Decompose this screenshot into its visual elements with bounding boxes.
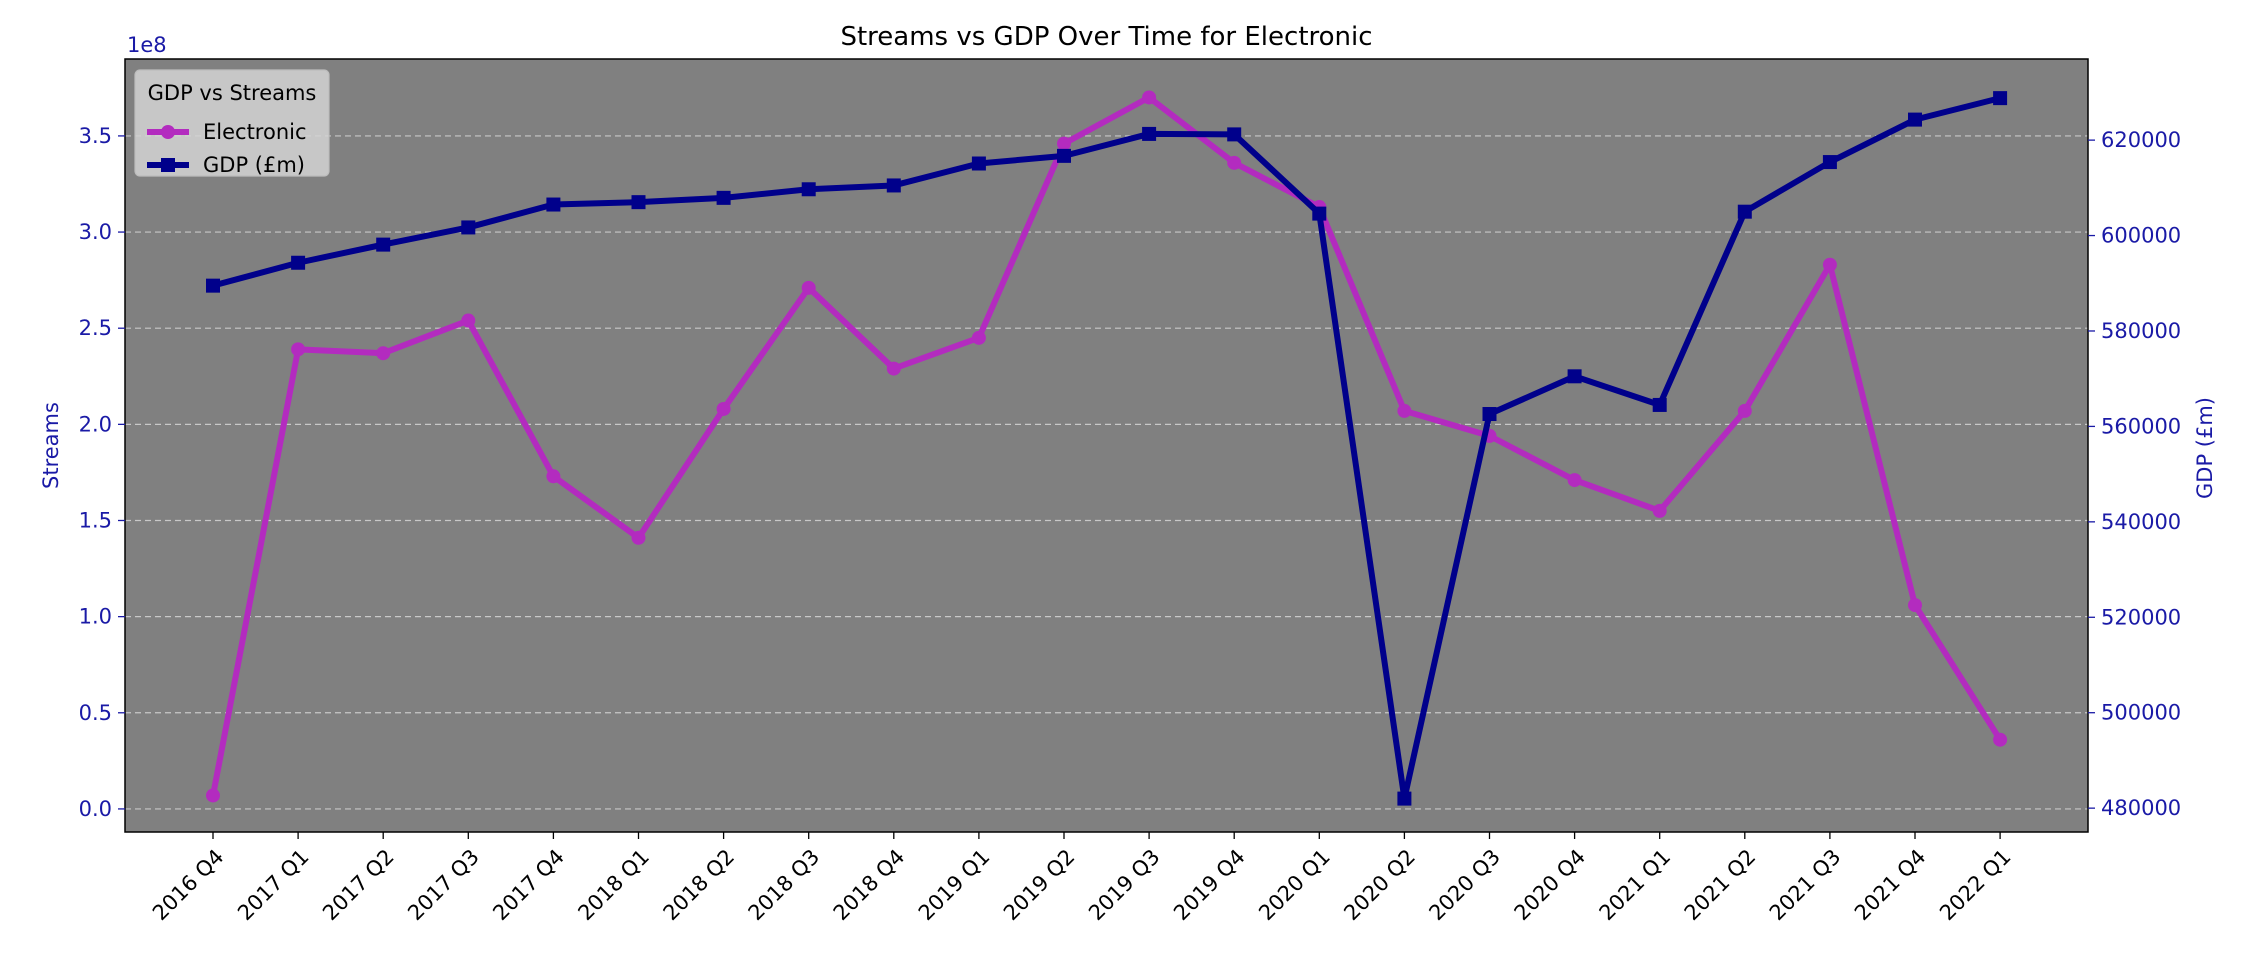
y-tick-label-left: 3.0 bbox=[79, 220, 112, 244]
y-tick-label-right: 540000 bbox=[2101, 510, 2181, 534]
data-point bbox=[291, 342, 306, 357]
legend-label: Electronic bbox=[203, 120, 307, 144]
legend: GDP vs Streams Electronic GDP (£m) bbox=[134, 69, 330, 177]
x-tick-label: 2020 Q1 bbox=[1254, 845, 1335, 926]
data-point bbox=[206, 788, 220, 803]
data-point bbox=[886, 178, 901, 193]
data-point bbox=[1057, 148, 1071, 163]
data-point bbox=[461, 313, 476, 328]
legend-box bbox=[134, 69, 330, 177]
data-point bbox=[1142, 126, 1157, 141]
x-tick-label: 2017 Q3 bbox=[403, 845, 484, 926]
data-point bbox=[631, 530, 646, 545]
x-tick-label: 2021 Q3 bbox=[1765, 845, 1846, 926]
legend-marker bbox=[161, 125, 175, 139]
y-tick-label-left: 2.0 bbox=[79, 412, 112, 436]
x-tick-label: 2018 Q3 bbox=[744, 845, 825, 926]
x-tick-label: 2016 Q4 bbox=[148, 845, 229, 926]
x-tick-label: 2020 Q2 bbox=[1339, 845, 1420, 926]
x-tick-label: 2021 Q4 bbox=[1850, 845, 1931, 926]
x-tick-label: 2020 Q3 bbox=[1424, 845, 1505, 926]
y-tick-label-left: 1.0 bbox=[79, 605, 112, 629]
chart-title: Streams vs GDP Over Time for Electronic bbox=[840, 22, 1372, 52]
data-point bbox=[546, 197, 561, 212]
data-point bbox=[1652, 503, 1667, 518]
data-point bbox=[1567, 369, 1582, 384]
data-point bbox=[1397, 791, 1412, 806]
data-point bbox=[1737, 204, 1752, 219]
y-axis-label-left: Streams bbox=[39, 402, 63, 489]
data-point bbox=[546, 469, 561, 484]
data-point bbox=[1908, 112, 1922, 127]
y-tick-label-right: 520000 bbox=[2101, 605, 2181, 629]
x-tick-label: 2019 Q1 bbox=[914, 845, 995, 926]
x-tick-label: 2022 Q1 bbox=[1935, 845, 2016, 926]
series-line-gdp-m bbox=[210, 95, 2004, 802]
data-point bbox=[291, 255, 306, 270]
data-point bbox=[1737, 403, 1752, 418]
y-tick-label-right: 560000 bbox=[2101, 414, 2181, 438]
x-tick-label: 2018 Q1 bbox=[573, 845, 654, 926]
x-tick-label: 2019 Q3 bbox=[1084, 845, 1165, 926]
series-layer bbox=[206, 90, 2008, 806]
data-point bbox=[1312, 206, 1327, 221]
x-tick-label: 2018 Q4 bbox=[829, 845, 910, 926]
gridlines bbox=[125, 135, 2088, 810]
data-point bbox=[206, 278, 220, 293]
data-point bbox=[1908, 598, 1922, 613]
data-point bbox=[1822, 257, 1837, 272]
data-point bbox=[971, 330, 986, 345]
data-point bbox=[716, 401, 731, 416]
data-point bbox=[376, 346, 391, 361]
data-point bbox=[1227, 127, 1242, 142]
plot-frame bbox=[124, 58, 2089, 833]
legend-marker bbox=[161, 158, 175, 172]
x-tick-label: 2017 Q4 bbox=[488, 845, 569, 926]
data-point bbox=[631, 195, 646, 210]
x-tick-label: 2018 Q2 bbox=[659, 845, 740, 926]
data-point bbox=[1652, 397, 1667, 412]
data-point bbox=[801, 182, 816, 197]
y-tick-label-left: 3.5 bbox=[79, 124, 112, 148]
data-point bbox=[1397, 403, 1412, 418]
data-point bbox=[461, 220, 476, 235]
x-tick-label: 2017 Q1 bbox=[233, 845, 314, 926]
data-point bbox=[1993, 732, 2008, 747]
y-tick-label-right: 580000 bbox=[2101, 319, 2181, 343]
x-tick-label: 2019 Q2 bbox=[999, 845, 1080, 926]
data-point bbox=[1822, 155, 1837, 170]
data-point bbox=[801, 280, 816, 295]
data-point bbox=[376, 237, 391, 252]
x-tick-label: 2020 Q4 bbox=[1510, 845, 1591, 926]
y-tick-label-left: 0.0 bbox=[79, 797, 112, 821]
y-tick-label-left: 2.5 bbox=[79, 316, 112, 340]
data-point bbox=[971, 156, 986, 171]
data-point bbox=[1142, 90, 1157, 105]
y-tick-label-right: 500000 bbox=[2101, 701, 2181, 725]
data-point bbox=[1057, 136, 1071, 151]
x-tick-label: 2021 Q2 bbox=[1680, 845, 1761, 926]
x-tick-label: 2017 Q2 bbox=[318, 845, 399, 926]
y-tick-label-right: 480000 bbox=[2101, 796, 2181, 820]
y-tick-label-right: 620000 bbox=[2101, 128, 2181, 152]
y-tick-label-right: 600000 bbox=[2101, 224, 2181, 248]
series-line-electronic bbox=[210, 94, 2004, 799]
y-axis-label-right: GDP (£m) bbox=[2193, 397, 2217, 499]
data-point bbox=[716, 190, 731, 205]
plot-area bbox=[125, 59, 2088, 832]
y-axis-multiplier: 1e8 bbox=[127, 33, 167, 57]
data-point bbox=[1993, 91, 2008, 106]
data-point bbox=[1482, 407, 1497, 422]
x-tick-label: 2019 Q4 bbox=[1169, 845, 1250, 926]
legend-title: GDP vs Streams bbox=[148, 81, 317, 105]
y-tick-label-left: 0.5 bbox=[79, 701, 112, 725]
y-tick-label-left: 1.5 bbox=[79, 508, 112, 532]
data-point bbox=[886, 361, 901, 376]
data-point bbox=[1227, 155, 1242, 170]
x-tick-label: 2021 Q1 bbox=[1595, 845, 1676, 926]
data-point bbox=[1567, 473, 1582, 488]
legend-label: GDP (£m) bbox=[203, 153, 305, 177]
